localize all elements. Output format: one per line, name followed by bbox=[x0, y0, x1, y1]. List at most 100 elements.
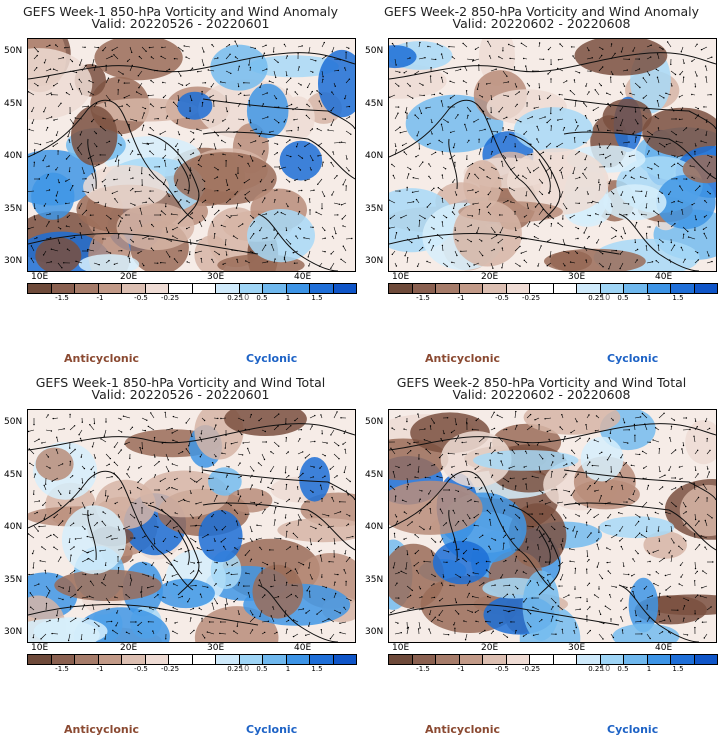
panel-valid-dates: Valid: 20220602 - 20220608 bbox=[452, 16, 631, 31]
colorbar-swatch bbox=[286, 655, 310, 664]
longitude-label: 10E bbox=[31, 272, 49, 282]
colorbar-swatch bbox=[28, 655, 52, 664]
vorticity-map bbox=[27, 38, 356, 272]
latitude-label: 45N bbox=[365, 99, 384, 109]
colorbar-swatch bbox=[530, 284, 554, 293]
colorbar-tick-label: 0.25 bbox=[227, 665, 243, 673]
colorbar-tick-label: -1 bbox=[96, 665, 104, 673]
colorbar-swatch bbox=[122, 655, 146, 664]
colorbar-swatch bbox=[624, 655, 648, 664]
latitude-label: 35N bbox=[4, 575, 23, 585]
colorbar-swatch bbox=[600, 655, 624, 664]
panel-valid-dates: Valid: 20220526 - 20220601 bbox=[91, 387, 270, 402]
vorticity-field bbox=[389, 410, 716, 642]
colorbar-swatch bbox=[671, 284, 695, 293]
colorbar-swatch bbox=[51, 284, 75, 293]
panel-title: GEFS Week-2 850-hPa Vorticity and Wind A… bbox=[383, 4, 700, 19]
colorbar-swatch bbox=[310, 655, 334, 664]
longitude-label: 20E bbox=[481, 272, 499, 282]
colorbar-swatch bbox=[192, 655, 216, 664]
colorbar-swatch bbox=[216, 655, 240, 664]
panel-valid-dates: Valid: 20220526 - 20220601 bbox=[91, 16, 270, 31]
latitude-label: 40N bbox=[365, 151, 384, 161]
colorbar-tick-label: -1 bbox=[96, 294, 104, 302]
map-panel-3: GEFS Week-1 850-hPa Vorticity and Wind T… bbox=[0, 371, 361, 742]
colorbar-swatch bbox=[389, 655, 413, 664]
vorticity-field bbox=[389, 39, 716, 271]
colorbar-tick-label: 1 bbox=[285, 294, 291, 302]
colorbar-swatch bbox=[694, 284, 717, 293]
latitude-label: 40N bbox=[4, 151, 23, 161]
colorbar-tick-label: -0.25 bbox=[521, 665, 541, 673]
colorbar-tick-label: -1 bbox=[457, 294, 465, 302]
anticyclonic-legend: Anticyclonic bbox=[64, 723, 140, 736]
colorbar-swatch bbox=[239, 655, 263, 664]
colorbar-tick-label: 1.5 bbox=[672, 294, 684, 302]
colorbar-tick-label: -0.25 bbox=[521, 294, 541, 302]
longitude-label: 10E bbox=[31, 643, 49, 653]
colorbar-tick-label: -0.5 bbox=[134, 665, 148, 673]
colorbar-swatch bbox=[412, 284, 436, 293]
colorbar-swatch bbox=[310, 284, 334, 293]
colorbar-swatch bbox=[145, 284, 169, 293]
cyclonic-legend: Cyclonic bbox=[607, 352, 659, 365]
colorbar-swatch bbox=[412, 655, 436, 664]
colorbar-swatch bbox=[333, 284, 356, 293]
colorbar-swatch bbox=[28, 284, 52, 293]
colorbar-tick-label: 1 bbox=[646, 665, 652, 673]
colorbar-swatch bbox=[553, 655, 577, 664]
cyclonic-legend: Cyclonic bbox=[607, 723, 659, 736]
latitude-label: 30N bbox=[4, 627, 23, 637]
colorbar-swatch bbox=[98, 655, 122, 664]
colorbar-swatch bbox=[286, 284, 310, 293]
colorbar-swatch bbox=[122, 284, 146, 293]
latitude-label: 35N bbox=[4, 204, 23, 214]
colorbar-swatch bbox=[98, 284, 122, 293]
map-panel-4: GEFS Week-2 850-hPa Vorticity and Wind T… bbox=[361, 371, 722, 742]
longitude-label: 10E bbox=[392, 272, 410, 282]
latitude-label: 40N bbox=[365, 522, 384, 532]
latitude-label: 35N bbox=[365, 575, 384, 585]
colorbar-swatch bbox=[600, 284, 624, 293]
colorbar-swatch bbox=[192, 284, 216, 293]
latitude-label: 45N bbox=[4, 470, 23, 480]
colorbar-tick-label: -0.5 bbox=[495, 665, 509, 673]
colorbar-swatch bbox=[263, 284, 287, 293]
colorbar-tick-label: -1.5 bbox=[55, 665, 69, 673]
colorbar-swatch bbox=[483, 284, 507, 293]
latitude-label: 30N bbox=[365, 627, 384, 637]
cyclonic-legend: Cyclonic bbox=[246, 352, 298, 365]
longitude-label: 20E bbox=[481, 643, 499, 653]
colorbar-tick-label: 0.5 bbox=[617, 294, 629, 302]
longitude-label: 10E bbox=[392, 643, 410, 653]
latitude-label: 40N bbox=[4, 522, 23, 532]
colorbar-swatch bbox=[506, 655, 530, 664]
latitude-label: 45N bbox=[4, 99, 23, 109]
colorbar-tick-label: -0.5 bbox=[134, 294, 148, 302]
colorbar-tick-label: -1.5 bbox=[416, 294, 430, 302]
longitude-label: 40E bbox=[294, 272, 312, 282]
vorticity-field bbox=[28, 410, 355, 642]
colorbar-swatch bbox=[333, 655, 356, 664]
panel-valid-dates: Valid: 20220602 - 20220608 bbox=[452, 387, 631, 402]
anticyclonic-legend: Anticyclonic bbox=[425, 723, 501, 736]
colorbar-swatch bbox=[389, 284, 413, 293]
latitude-label: 50N bbox=[4, 46, 23, 56]
colorbar-swatch bbox=[51, 655, 75, 664]
colorbar-swatch bbox=[75, 284, 99, 293]
longitude-label: 40E bbox=[294, 643, 312, 653]
colorbar-swatch bbox=[75, 655, 99, 664]
colorbar-swatch bbox=[694, 655, 717, 664]
colorbar-tick-label: 1.5 bbox=[672, 665, 684, 673]
colorbar-swatch bbox=[216, 284, 240, 293]
colorbar-tick-label: -0.25 bbox=[160, 294, 180, 302]
colorbar-swatch bbox=[459, 655, 483, 664]
panel-title: GEFS Week-1 850-hPa Vorticity and Wind T… bbox=[35, 375, 326, 390]
longitude-label: 30E bbox=[568, 643, 586, 653]
longitude-label: 30E bbox=[207, 643, 225, 653]
colorbar-swatch bbox=[671, 655, 695, 664]
panel-title: GEFS Week-1 850-hPa Vorticity and Wind A… bbox=[22, 4, 339, 19]
colorbar bbox=[388, 654, 718, 665]
colorbar-swatch bbox=[459, 284, 483, 293]
colorbar-tick-label: -1.5 bbox=[55, 294, 69, 302]
